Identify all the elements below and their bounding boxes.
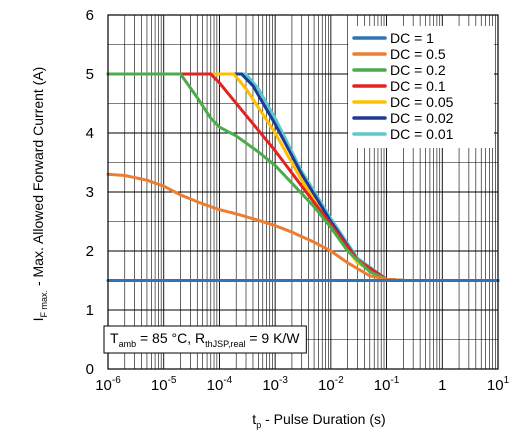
annotation-t2: = 85 °C, R	[136, 330, 205, 346]
x-axis-label-main: t	[252, 411, 256, 427]
y-tick-label: 4	[86, 125, 94, 142]
y-axis-label-main: I	[30, 317, 46, 321]
y-axis-label-rest: - Max. Allowed Forward Current (A)	[30, 67, 46, 290]
x-axis-label-sub: p	[256, 420, 261, 430]
x-tick-label: 10-6	[95, 375, 121, 394]
legend-entry: DC = 0.02	[390, 110, 454, 126]
annotation-text: Tamb = 85 °C, RthJSP,real = 9 K/W	[110, 330, 300, 349]
y-tick-label: 1	[86, 302, 94, 319]
y-tick-label: 2	[86, 243, 94, 260]
y-tick-label: 6	[86, 7, 94, 24]
y-tick-label: 5	[86, 66, 94, 83]
annotation-s1: amb	[119, 339, 137, 349]
x-tick-label: 10-3	[262, 375, 288, 394]
x-axis-label: tp - Pulse Duration (s)	[252, 411, 385, 430]
x-tick-label: 101	[487, 375, 510, 394]
legend-entry: DC = 0.2	[390, 62, 446, 78]
legend-entry: DC = 0.01	[390, 126, 454, 142]
x-tick-label: 10-2	[318, 375, 344, 394]
y-axis-label-sub: F max.	[39, 290, 49, 318]
legend-entry: DC = 0.05	[390, 94, 454, 110]
x-axis-label-rest: - Pulse Duration (s)	[261, 411, 385, 427]
legend-entry: DC = 0.5	[390, 46, 446, 62]
legend-entry: DC = 1	[390, 30, 434, 46]
plot-frame	[107, 14, 499, 370]
tick-labels: 0 1 2 3 4 5 6 10-6 10-5 10-4 10-3 10-2 10-1 1 101	[86, 7, 510, 394]
y-tick-label: 0	[86, 361, 94, 378]
annotation-t1: T	[110, 330, 119, 346]
annotation-s2: thJSP,real	[205, 339, 245, 349]
x-tick-label: 10-4	[207, 375, 233, 394]
x-tick-label: 10-5	[151, 375, 177, 394]
annotation-box: Tamb = 85 °C, RthJSP,real = 9 K/W	[103, 325, 307, 354]
annotation-t3: = 9 K/W	[245, 330, 300, 346]
series-lines	[106, 72, 500, 282]
x-tick-label: 10-1	[374, 375, 400, 394]
x-tick-label: 1	[438, 377, 446, 394]
legend: DC = 1DC = 0.5DC = 0.2DC = 0.1DC = 0.05D…	[348, 26, 494, 148]
legend-entry: DC = 0.1	[390, 78, 446, 94]
y-tick-label: 3	[86, 184, 94, 201]
y-axis-label: IF max. - Max. Allowed Forward Current (…	[30, 67, 49, 322]
